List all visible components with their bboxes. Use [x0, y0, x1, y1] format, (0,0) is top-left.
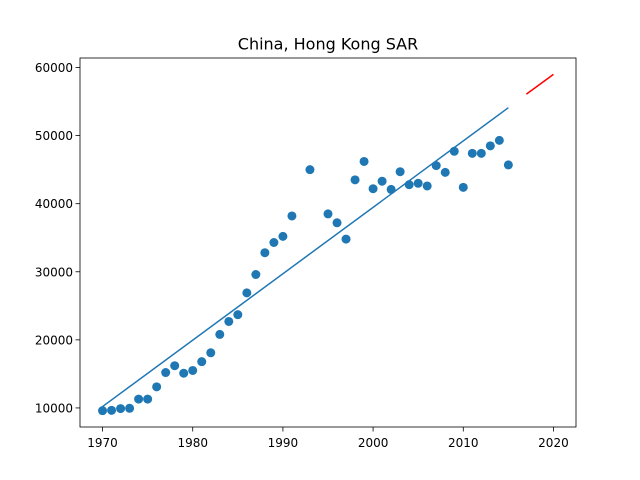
data-point: [206, 348, 216, 358]
x-tick-label: 2000: [358, 436, 389, 450]
data-point: [233, 310, 243, 320]
data-point: [152, 382, 162, 392]
data-point: [161, 368, 171, 378]
y-tick-label: 60000: [35, 61, 73, 75]
plot-frame: [79, 57, 577, 428]
data-point: [440, 167, 450, 177]
data-point: [377, 176, 387, 186]
data-point: [125, 403, 135, 413]
data-point: [143, 394, 153, 404]
forecast-line: [525, 73, 554, 95]
fit-line: [102, 107, 509, 408]
data-point: [269, 238, 279, 247]
data-point: [359, 156, 369, 166]
data-point: [188, 365, 198, 375]
y-tick-label: 10000: [35, 401, 73, 415]
data-point: [170, 361, 180, 371]
data-point: [467, 148, 477, 158]
data-point: [260, 248, 270, 258]
data-point: [134, 394, 144, 404]
y-tick-label: 20000: [35, 333, 73, 347]
data-point: [323, 209, 333, 219]
data-point: [224, 316, 234, 326]
data-point: [494, 135, 504, 145]
data-point: [242, 288, 252, 298]
data-point: [458, 182, 468, 192]
x-tick-label: 2010: [448, 436, 479, 450]
data-point: [422, 181, 432, 191]
data-point: [215, 329, 225, 339]
plot-marks: [98, 73, 554, 416]
y-tick-label: 40000: [35, 197, 73, 211]
data-point: [476, 148, 486, 158]
axes: 1970 1980 1990 2000 2010 2020 10000 20000 30000 4…: [35, 57, 577, 450]
x-tick-label: 1990: [268, 436, 299, 450]
data-point: [503, 160, 513, 170]
data-point: [332, 218, 342, 228]
y-tick-label: 50000: [35, 129, 73, 143]
data-point: [116, 404, 126, 414]
data-point: [485, 141, 495, 151]
chart-title: China, Hong Kong SAR: [238, 35, 418, 54]
data-point: [305, 165, 315, 175]
data-point: [341, 234, 351, 244]
data-point: [251, 269, 261, 279]
x-tick-label: 2020: [538, 436, 569, 450]
data-point: [395, 167, 405, 177]
y-tick-label: 30000: [35, 265, 73, 279]
data-point: [287, 211, 297, 221]
data-point: [179, 368, 189, 378]
x-tick-label: 1980: [177, 436, 208, 450]
data-point: [98, 406, 108, 416]
x-tick-label: 1970: [87, 436, 118, 450]
data-point: [107, 405, 117, 415]
data-point: [350, 175, 360, 185]
data-point: [413, 178, 423, 188]
data-point: [197, 357, 207, 367]
data-point: [368, 184, 378, 194]
data-point: [278, 231, 288, 241]
